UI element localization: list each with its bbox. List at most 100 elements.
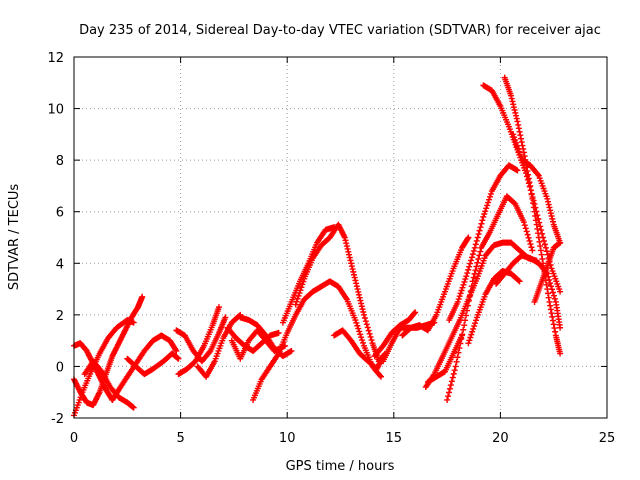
data-point <box>459 284 466 291</box>
data-point <box>520 219 527 226</box>
data-point <box>543 281 550 288</box>
series-arc-8 <box>175 304 222 378</box>
data-point <box>353 280 360 287</box>
y-tick-label: 10 <box>47 103 64 118</box>
data-point <box>472 320 479 327</box>
y-tick-label: -2 <box>51 412 64 427</box>
data-point <box>365 327 372 334</box>
data-point <box>445 393 452 400</box>
data-point <box>351 274 358 281</box>
data-point <box>341 234 348 241</box>
data-point <box>296 290 303 297</box>
data-layer <box>71 74 564 419</box>
y-tick-label: 6 <box>56 206 64 221</box>
data-point <box>511 107 518 114</box>
data-point <box>547 210 554 217</box>
data-point <box>356 328 363 335</box>
data-point <box>349 266 356 273</box>
data-point <box>535 230 542 237</box>
data-point <box>354 286 361 293</box>
series-arc-23 <box>446 162 521 324</box>
series-arc-15 <box>292 221 389 365</box>
data-point <box>549 317 556 324</box>
series-arc-13 <box>250 278 385 403</box>
data-point <box>513 139 520 146</box>
data-point <box>353 319 360 326</box>
data-point <box>444 396 451 403</box>
data-point <box>476 252 483 259</box>
y-axis-label: SDTVAR / TECUs <box>7 184 22 291</box>
plot-frame <box>73 56 608 419</box>
data-point <box>460 326 467 333</box>
data-point <box>452 363 459 370</box>
data-point <box>521 222 528 229</box>
data-point <box>366 330 373 337</box>
data-point <box>411 310 418 317</box>
data-point <box>348 260 355 267</box>
data-point <box>450 370 457 377</box>
x-tick-label: 10 <box>279 431 296 446</box>
data-point <box>547 306 554 313</box>
data-point <box>343 240 350 247</box>
data-point <box>545 273 552 280</box>
series-arc-5 <box>81 358 137 411</box>
data-point <box>527 182 534 189</box>
data-point <box>473 237 480 244</box>
data-point <box>529 247 536 254</box>
data-point <box>461 322 468 329</box>
data-point <box>358 334 365 341</box>
data-point <box>470 247 477 254</box>
data-point <box>468 254 475 261</box>
data-point <box>484 202 491 209</box>
data-point <box>292 301 299 308</box>
data-point <box>537 243 544 250</box>
data-point <box>297 287 304 294</box>
data-point <box>295 292 302 299</box>
data-point <box>513 112 520 119</box>
data-point <box>359 337 366 344</box>
series-arc-22 <box>444 193 536 403</box>
data-point <box>354 322 361 329</box>
data-point <box>472 267 479 274</box>
data-point <box>173 347 180 354</box>
data-point <box>344 245 351 252</box>
data-point <box>478 220 485 227</box>
x-tick-label: 15 <box>386 431 403 446</box>
data-point <box>541 241 548 248</box>
data-point <box>547 280 554 287</box>
data-point <box>463 273 470 280</box>
data-point <box>532 217 539 224</box>
data-point <box>130 319 137 326</box>
data-point <box>352 317 359 324</box>
data-point <box>477 224 484 231</box>
data-point <box>520 145 527 152</box>
data-point <box>348 263 355 270</box>
data-point <box>515 277 522 284</box>
data-point <box>530 204 537 211</box>
data-point <box>542 244 549 251</box>
data-point <box>351 271 358 278</box>
data-point <box>361 315 368 322</box>
data-point <box>518 135 525 142</box>
data-point <box>515 148 522 155</box>
data-point <box>535 234 542 241</box>
data-point <box>457 290 464 297</box>
data-point <box>508 92 515 99</box>
data-point <box>487 190 494 197</box>
data-point <box>508 95 515 102</box>
data-point <box>517 154 524 161</box>
series-arc-27 <box>501 74 564 357</box>
data-point <box>540 237 547 244</box>
data-point <box>468 257 475 264</box>
data-point <box>377 372 384 379</box>
data-point <box>518 139 525 146</box>
data-point <box>345 248 352 255</box>
data-point <box>172 346 179 353</box>
data-point <box>520 149 527 156</box>
x-tick-label: 20 <box>492 431 509 446</box>
data-point <box>512 137 519 144</box>
data-point <box>486 193 493 200</box>
data-point <box>513 142 520 149</box>
data-point <box>299 281 306 288</box>
series-arc-7 <box>173 314 229 365</box>
